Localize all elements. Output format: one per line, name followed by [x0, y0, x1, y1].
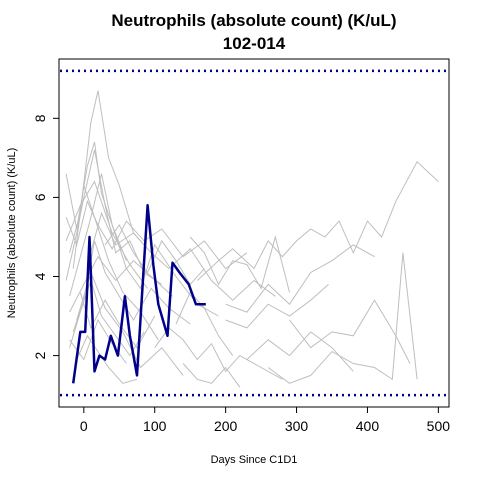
background-series-line-23: [246, 331, 354, 372]
x-tick-label: 500: [427, 418, 451, 434]
background-series-line-18: [182, 363, 241, 388]
chart-subtitle: 102-014: [223, 34, 286, 53]
x-tick-label: 100: [143, 418, 167, 434]
y-tick-label: 8: [32, 114, 48, 122]
y-axis-label: Neutrophils (absolute count) (K/uL): [6, 148, 18, 319]
highlight-series-line-0: [71, 204, 206, 384]
highlight-series: [71, 204, 206, 384]
background-series-line-19: [189, 235, 290, 293]
x-tick-label: 300: [285, 418, 309, 434]
background-series-line-9: [69, 255, 173, 313]
x-axis: 0 100 200 300 400 500: [80, 407, 450, 434]
x-tick-label: 200: [214, 418, 238, 434]
plot-area: [58, 58, 450, 408]
y-tick-label: 4: [32, 272, 48, 280]
x-axis-label: Days Since C1D1: [211, 454, 298, 466]
background-series-line-17: [154, 327, 283, 380]
background-series-line-11: [65, 180, 149, 289]
chart-title: Neutrophils (absolute count) (K/uL): [111, 11, 396, 30]
background-series-line-24: [267, 252, 418, 384]
background-series-line-14: [86, 211, 276, 301]
background-series-line-22: [225, 284, 329, 329]
background-series-line-5: [69, 278, 145, 357]
x-tick-label: 0: [80, 418, 88, 434]
y-axis: 2 4 6 8: [32, 114, 59, 359]
y-tick-label: 2: [32, 351, 48, 359]
background-series-line-15: [104, 224, 205, 286]
background-series-line-21: [225, 244, 375, 313]
y-tick-label: 6: [32, 193, 48, 201]
x-tick-label: 400: [356, 418, 380, 434]
background-series-line-20: [196, 160, 439, 281]
background-series-line-7: [65, 199, 248, 270]
plot-frame: [58, 58, 450, 408]
background-series-line-25: [289, 299, 411, 364]
background-series-line-16: [175, 291, 234, 356]
background-series: [65, 90, 439, 388]
